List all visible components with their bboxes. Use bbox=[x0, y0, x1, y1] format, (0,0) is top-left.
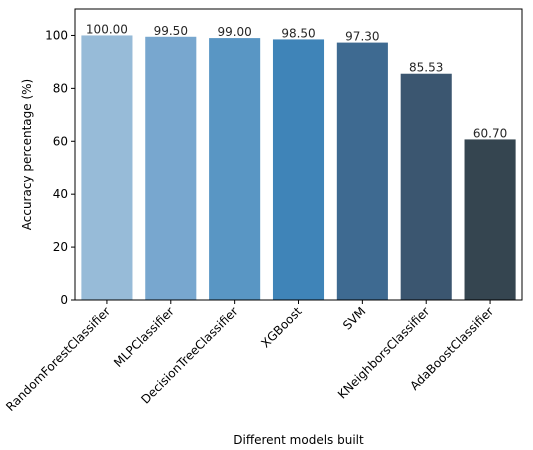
y-tick-label: 40 bbox=[53, 187, 68, 201]
data-label: 100.00 bbox=[86, 22, 128, 36]
data-label: 85.53 bbox=[409, 61, 443, 75]
y-tick-label: 100 bbox=[45, 28, 68, 42]
x-tick-label: SVM bbox=[340, 304, 368, 332]
y-tick-label: 0 bbox=[60, 293, 68, 307]
data-label: 98.50 bbox=[281, 26, 315, 40]
bar-decisiontreeclassifier bbox=[209, 38, 261, 300]
bar-xgboost bbox=[272, 39, 325, 300]
bar-svm bbox=[336, 42, 388, 301]
bar-randomforestclassifier bbox=[81, 35, 133, 301]
data-labels-group: 100.00 99.50 99.00 98.50 97.30 85.53 60.70 bbox=[86, 22, 507, 140]
y-tick-label: 20 bbox=[53, 240, 68, 254]
bar-mlpclassifier bbox=[145, 36, 197, 300]
x-axis-title: Different models built bbox=[233, 433, 364, 447]
x-tick-label: XGBoost bbox=[258, 304, 304, 350]
data-label: 99.00 bbox=[217, 25, 251, 39]
x-axis: RandomForestClassifierMLPClassifierDecis… bbox=[3, 300, 496, 414]
data-label: 99.50 bbox=[154, 24, 188, 38]
data-label: 97.30 bbox=[345, 30, 379, 44]
x-tick-label: MLPClassifier bbox=[111, 304, 177, 370]
y-axis-title: Accuracy percentage (%) bbox=[20, 79, 34, 231]
bars-group bbox=[81, 35, 516, 301]
data-label: 60.70 bbox=[473, 126, 507, 140]
bar-kneighborsclassifier bbox=[400, 73, 452, 300]
y-tick-label: 60 bbox=[53, 134, 68, 148]
bar-adaboostclassifier bbox=[464, 139, 516, 300]
y-tick-label: 80 bbox=[53, 81, 68, 95]
y-axis: 0 20 40 60 80 100 bbox=[45, 28, 75, 307]
x-tick-label: RandomForestClassifier bbox=[3, 304, 113, 414]
